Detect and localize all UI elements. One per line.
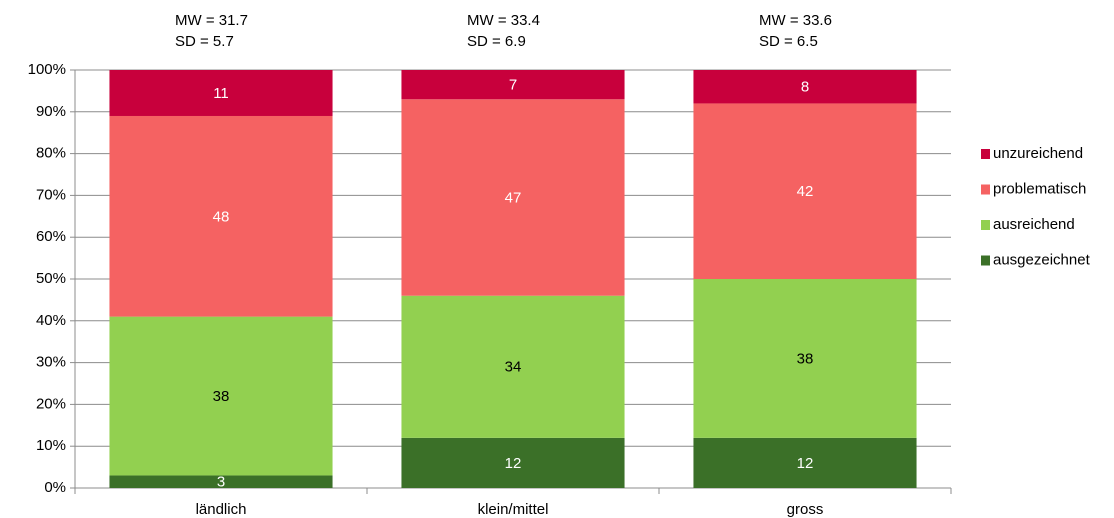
bar-segment [693, 103, 917, 279]
bar-segment [693, 279, 917, 438]
y-tick-label: 90% [36, 103, 66, 120]
annotation: MW = 33.4 [467, 12, 540, 29]
legend-label: ausreichend [993, 216, 1075, 233]
data-label: 38 [213, 388, 230, 405]
bar-segment [693, 437, 917, 488]
legend-swatch [981, 149, 990, 159]
bar-segment [109, 70, 333, 116]
legend-swatch [981, 255, 990, 266]
y-tick-label: 50% [36, 270, 66, 287]
annotation: SD = 6.9 [467, 33, 526, 50]
y-tick-label: 100% [28, 61, 66, 78]
legend-label: problematisch [993, 180, 1086, 197]
y-tick-label: 70% [36, 186, 66, 203]
bar-segment [401, 70, 625, 100]
legend-swatch [981, 184, 990, 195]
data-label: 11 [213, 85, 229, 102]
bar-segment [401, 99, 625, 296]
bar-segment [401, 295, 625, 438]
data-label: 3 [217, 474, 225, 491]
legend-label: ausgezeichnet [993, 251, 1091, 268]
y-tick-label: 30% [36, 354, 66, 371]
y-tick-label: 60% [36, 228, 66, 245]
annotation: SD = 5.7 [175, 33, 234, 50]
bar-segment [109, 475, 333, 488]
data-label: 38 [797, 350, 814, 367]
y-tick-label: 40% [36, 312, 66, 329]
data-label: 42 [797, 183, 814, 200]
annotation: MW = 31.7 [175, 12, 248, 29]
data-label: 34 [505, 359, 522, 376]
data-label: 12 [505, 455, 522, 472]
legend-label: unzureichend [993, 145, 1083, 162]
annotation: SD = 6.5 [759, 33, 818, 50]
legend-swatch [981, 220, 990, 230]
bar-segment [693, 70, 917, 104]
data-label: 47 [505, 189, 522, 206]
data-label: 12 [797, 455, 814, 472]
y-tick-label: 10% [36, 437, 66, 454]
data-label: 7 [509, 77, 517, 94]
bar-segment [401, 437, 625, 488]
annotation: MW = 33.6 [759, 12, 832, 29]
x-tick-label: klein/mittel [478, 501, 549, 518]
data-label: 8 [801, 79, 809, 96]
x-tick-label: gross [787, 501, 824, 518]
bar-segment [109, 115, 333, 317]
y-tick-label: 0% [44, 479, 66, 496]
y-tick-label: 80% [36, 145, 66, 162]
x-tick-label: ländlich [196, 501, 247, 518]
bar-segment [109, 316, 333, 476]
data-label: 48 [213, 208, 230, 225]
y-tick-label: 20% [36, 395, 66, 412]
